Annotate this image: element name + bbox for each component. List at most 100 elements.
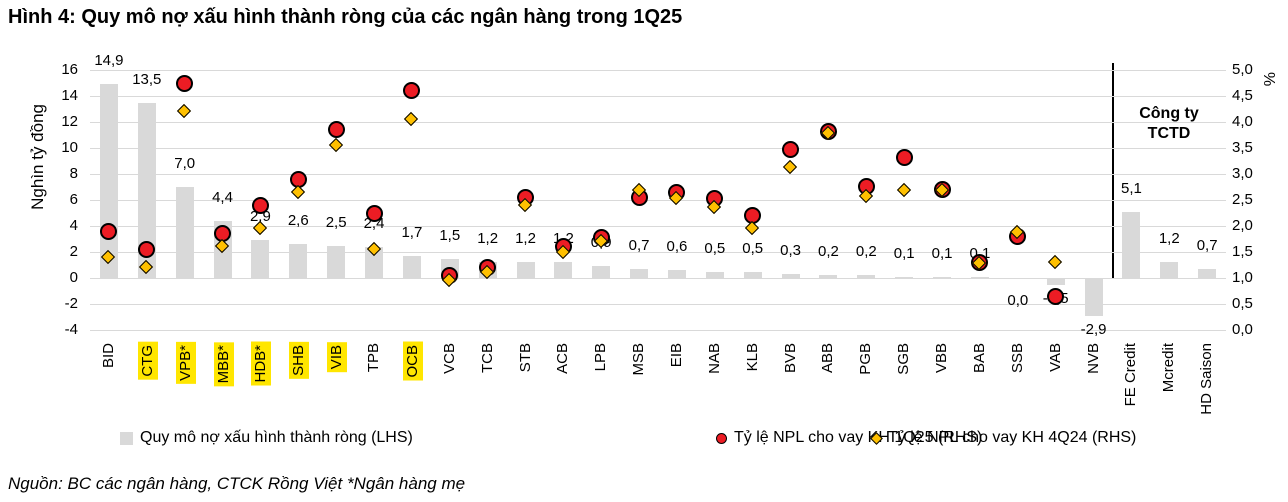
x-axis-label: SHB bbox=[289, 342, 310, 379]
bar bbox=[99, 84, 118, 278]
bar-value-label: 0,0 bbox=[1007, 292, 1029, 309]
npl-4q24-marker bbox=[328, 137, 343, 152]
gridline bbox=[90, 304, 1226, 305]
gridline bbox=[90, 174, 1226, 175]
x-axis-label: PGB bbox=[857, 343, 875, 375]
bar-value-label: 0,1 bbox=[893, 244, 915, 262]
legend-label: Tỷ lệ NPL cho vay KH 1Q25 (RHS) bbox=[734, 429, 983, 446]
bar bbox=[1046, 278, 1065, 285]
x-axis-label: CTG bbox=[137, 342, 158, 380]
left-axis-tick: 16 bbox=[61, 61, 78, 78]
x-axis-label: VPB* bbox=[175, 342, 196, 384]
x-axis-label: HDB* bbox=[251, 342, 272, 386]
bar bbox=[592, 266, 611, 278]
bar-value-label: 0,5 bbox=[742, 239, 764, 257]
bar-value-label: 4,4 bbox=[212, 188, 233, 206]
bar-value-label: 0,7 bbox=[1196, 236, 1218, 254]
right-axis-tick: 3,5 bbox=[1232, 139, 1253, 156]
right-axis-tick: 0,0 bbox=[1232, 321, 1253, 338]
bar-value-label: 1,2 bbox=[1158, 230, 1180, 248]
legend-label: Quy mô nợ xấu hình thành ròng (LHS) bbox=[140, 429, 413, 446]
gridline bbox=[90, 122, 1226, 123]
gridline bbox=[90, 252, 1226, 253]
bar-value-label: 2,5 bbox=[325, 213, 347, 231]
legend-item-npl-4q24: Tỷ lệ NPL cho vay KH 4Q24 (RHS) bbox=[870, 429, 1137, 447]
gridline bbox=[90, 96, 1226, 97]
bar-value-label: 0,2 bbox=[855, 243, 877, 261]
x-axis-label: FE Credit bbox=[1122, 343, 1140, 407]
npl-4q24-marker bbox=[896, 182, 911, 197]
bar-value-label: 14,9 bbox=[94, 52, 124, 70]
bar bbox=[630, 268, 649, 278]
npl-1q25-marker bbox=[403, 82, 421, 100]
right-axis-tick: 5,0 bbox=[1232, 61, 1253, 78]
x-axis-label: STB bbox=[516, 343, 534, 373]
x-axis-label: VAB bbox=[1046, 343, 1064, 372]
x-axis-label: OCB bbox=[402, 342, 423, 381]
bar-value-label: 1,2 bbox=[515, 230, 536, 248]
npl-1q25-marker bbox=[895, 149, 913, 167]
bar-value-label: 5,1 bbox=[1120, 179, 1142, 197]
x-axis-label: MBB* bbox=[213, 342, 234, 387]
source-note: Nguồn: BC các ngân hàng, CTCK Rồng Việt … bbox=[8, 474, 466, 493]
bar bbox=[667, 270, 686, 278]
gray-square-legend-icon bbox=[120, 431, 133, 445]
gridline bbox=[90, 70, 1226, 71]
legend-label: Tỷ lệ NPL cho vay KH 4Q24 (RHS) bbox=[888, 429, 1137, 446]
bar-value-label: 0,5 bbox=[704, 239, 726, 257]
tctd-annotation: Công ty TCTD bbox=[1114, 104, 1224, 144]
left-axis-tick: 14 bbox=[61, 87, 78, 104]
left-axis-tick: 10 bbox=[61, 139, 78, 156]
bar-value-label: 0,6 bbox=[666, 238, 688, 256]
bar bbox=[402, 255, 421, 278]
gridline bbox=[90, 330, 1226, 331]
left-axis-tick: -2 bbox=[64, 295, 78, 312]
bar bbox=[327, 245, 346, 278]
bar-value-label: 13,5 bbox=[132, 70, 162, 88]
left-axis-tick: 2 bbox=[69, 243, 78, 260]
right-axis-tick: 1,0 bbox=[1232, 269, 1253, 286]
npl-1q25-marker bbox=[176, 74, 194, 92]
bar bbox=[1160, 262, 1179, 278]
x-axis-label: SGB bbox=[895, 343, 913, 375]
npl-1q25-marker bbox=[251, 196, 269, 214]
bar-value-label: 0,3 bbox=[780, 242, 802, 260]
left-axis-tick: 0 bbox=[69, 269, 78, 286]
x-axis-label: VCB bbox=[440, 343, 458, 374]
x-axis-label: ACB bbox=[554, 343, 572, 374]
x-axis-label: BID bbox=[99, 343, 117, 369]
tctd-annotation-line2: TCTD bbox=[1147, 125, 1191, 142]
x-axis-label: KLB bbox=[743, 343, 761, 372]
right-axis-tick: 3,0 bbox=[1232, 165, 1253, 182]
red-circle-legend-icon bbox=[716, 432, 727, 444]
yellow-diamond-legend-icon bbox=[870, 431, 883, 445]
bar bbox=[933, 276, 952, 278]
bar-value-label: 0,1 bbox=[931, 244, 953, 262]
x-axis-label: ABB bbox=[819, 343, 837, 374]
right-axis-tick: 2,0 bbox=[1232, 217, 1253, 234]
x-axis-label: NAB bbox=[705, 343, 723, 374]
tctd-divider-line bbox=[1112, 63, 1114, 278]
legend-item-bar-series: Quy mô nợ xấu hình thành ròng (LHS) bbox=[120, 429, 413, 447]
left-axis-tick: 6 bbox=[69, 191, 78, 208]
x-axis-label: TCB bbox=[478, 343, 496, 373]
bar bbox=[365, 246, 384, 278]
x-axis-label: VIB bbox=[327, 342, 348, 373]
npl-1q25-marker bbox=[1047, 287, 1065, 305]
x-axis-label: MSB bbox=[630, 343, 648, 376]
bar-value-label: 7,0 bbox=[174, 155, 196, 172]
bar bbox=[251, 240, 270, 278]
right-axis-tick: 0,5 bbox=[1232, 295, 1253, 312]
gridline bbox=[90, 278, 1226, 279]
bar bbox=[819, 275, 838, 278]
bar-value-label: 0,7 bbox=[628, 236, 650, 254]
left-axis-tick: 4 bbox=[69, 217, 78, 234]
x-axis-label: EIB bbox=[667, 343, 685, 368]
npl-4q24-marker bbox=[1048, 254, 1063, 269]
bar bbox=[857, 275, 876, 278]
gridline bbox=[90, 226, 1226, 227]
left-axis-tick: 8 bbox=[69, 165, 78, 182]
bar bbox=[743, 271, 762, 278]
npl-4q24-marker bbox=[783, 159, 798, 174]
bar-value-label: 1,2 bbox=[477, 230, 499, 248]
